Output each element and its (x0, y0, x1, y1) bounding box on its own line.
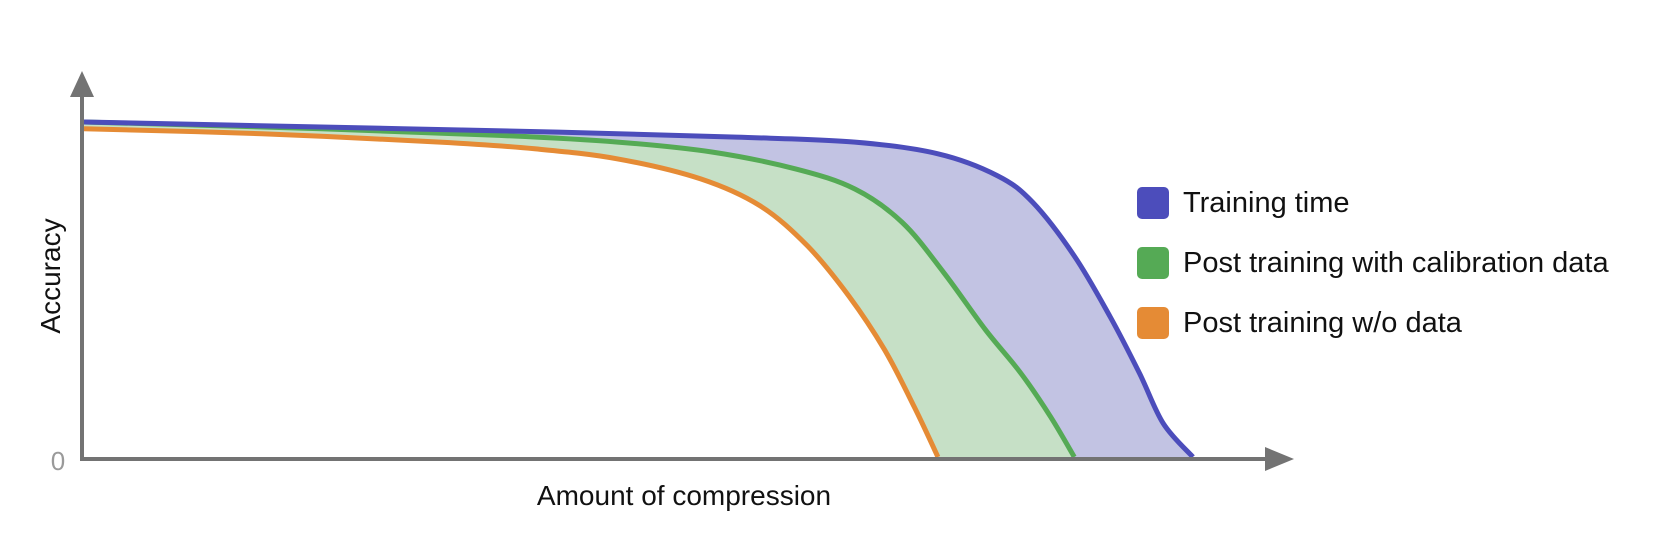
legend-label: Post training w/o data (1183, 306, 1462, 339)
series-line-3 (83, 126, 941, 459)
legend-swatch (1137, 187, 1169, 219)
axes (70, 71, 1294, 471)
x-axis-arrow (1265, 447, 1294, 471)
area-fill-2 (84, 122, 1075, 457)
legend-swatch (1137, 307, 1169, 339)
legend-swatch (1137, 247, 1169, 279)
legend-item-training-time: Training time (1137, 186, 1609, 220)
x-axis-label: Amount of compression (537, 480, 831, 511)
legend-item-post-training-no-data: Post training w/o data (1137, 306, 1609, 340)
series-line-2 (83, 119, 1077, 459)
area-fill-1 (84, 122, 1193, 457)
y-tick-label: 0 (51, 446, 65, 476)
legend-item-post-training-calibration: Post training with calibration data (1137, 246, 1609, 280)
series-lines (83, 119, 1195, 459)
legend: Training time Post training with calibra… (1137, 186, 1609, 366)
legend-label: Training time (1183, 186, 1350, 219)
area-fills (84, 122, 1193, 457)
legend-label: Post training with calibration data (1183, 246, 1609, 279)
y-axis-arrow (70, 71, 94, 97)
series-line-1 (83, 119, 1195, 459)
y-axis-label: Accuracy (35, 218, 66, 333)
